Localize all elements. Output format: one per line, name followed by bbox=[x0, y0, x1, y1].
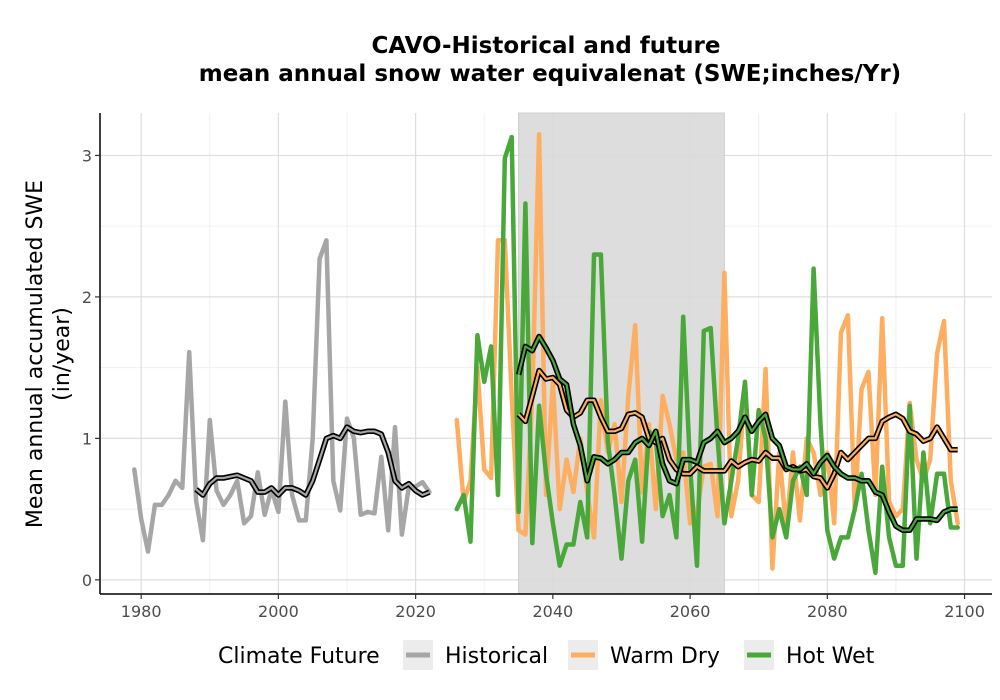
series-line-historical bbox=[132, 238, 432, 554]
legend-title: Climate Future bbox=[218, 644, 380, 669]
y-tick-label: 1 bbox=[82, 429, 92, 448]
legend: Climate Future Historical Warm Dry Hot Wet bbox=[218, 640, 875, 670]
y-axis-label-line2: (in/year) bbox=[50, 307, 75, 401]
series-line-hot-wet bbox=[454, 134, 960, 576]
chart-title-line2: mean annual snow water equivalenat (SWE;… bbox=[199, 61, 901, 87]
y-axis-label-line1: Mean annual accumulated SWE bbox=[23, 180, 48, 528]
legend-entry-label: Hot Wet bbox=[786, 644, 875, 669]
y-tick-label: 0 bbox=[82, 571, 92, 590]
x-tick-label: 2080 bbox=[807, 602, 848, 621]
plot-area: 1980 2000 2020 2040 2060 2080 2100 0 1 2 3 bbox=[82, 112, 992, 621]
smoothed-line-historical bbox=[195, 426, 430, 497]
x-tick-label: 2020 bbox=[395, 602, 436, 621]
series-line-warm-dry bbox=[454, 131, 960, 571]
y-axis-label: Mean annual accumulated SWE (in/year) bbox=[23, 180, 75, 528]
x-tick-label: 2000 bbox=[258, 602, 299, 621]
legend-entry-label: Historical bbox=[445, 644, 548, 669]
y-tick-label: 3 bbox=[82, 146, 92, 165]
chart-title-line1: CAVO-Historical and future bbox=[372, 33, 721, 59]
legend-entry-label: Warm Dry bbox=[610, 644, 720, 669]
x-tick-label: 2040 bbox=[533, 602, 574, 621]
smoothed-line-warm-dry bbox=[517, 369, 958, 489]
smoothed-line-hot-wet bbox=[517, 335, 958, 532]
x-tick-label: 2100 bbox=[944, 602, 985, 621]
x-tick-label: 1980 bbox=[121, 602, 162, 621]
x-tick-label: 2060 bbox=[670, 602, 711, 621]
y-tick-label: 2 bbox=[82, 288, 92, 307]
